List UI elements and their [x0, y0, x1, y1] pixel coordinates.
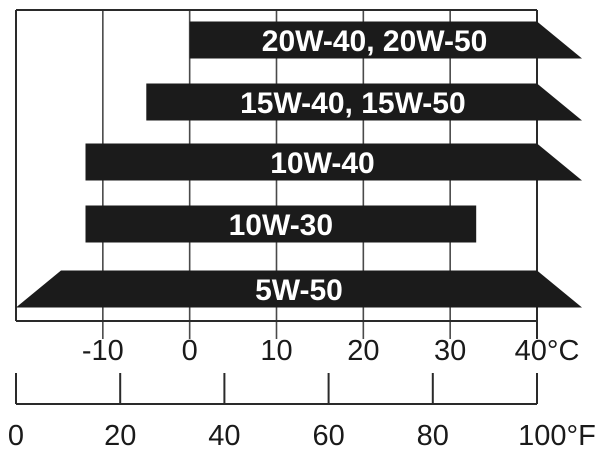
- viscosity-bar: [16, 270, 582, 308]
- fahrenheit-tick-label: 20: [104, 420, 136, 451]
- fahrenheit-tick-label: 100°F: [518, 420, 596, 451]
- viscosity-bar: [85, 205, 477, 243]
- bar-label: 15W-40, 15W-50: [240, 87, 466, 120]
- viscosity-bar: [146, 83, 583, 121]
- bar-labels: 20W-40, 20W-50 15W-40, 15W-50 10W-40 10W-30…: [229, 25, 488, 307]
- celsius-tick-label: 40°C: [515, 335, 580, 367]
- bars-group: [16, 21, 583, 308]
- viscosity-bar: [85, 143, 582, 181]
- celsius-tick-label: 10: [260, 335, 292, 367]
- bar-label: 5W-50: [255, 274, 343, 307]
- celsius-axis: -10 0 10 20 30 40°C: [82, 335, 580, 367]
- fahrenheit-tick-label: 60: [312, 420, 344, 451]
- viscosity-bar: [189, 21, 582, 59]
- bar-label: 10W-30: [229, 209, 333, 242]
- bar-label: 10W-40: [270, 147, 374, 180]
- celsius-tick-label: 30: [434, 335, 466, 367]
- fahrenheit-tick-label: 0: [8, 420, 24, 451]
- fahrenheit-axis: 0 20 40 60 80 100°F: [8, 373, 596, 451]
- fahrenheit-tick-label: 40: [208, 420, 240, 451]
- fahrenheit-tick-label: 80: [417, 420, 449, 451]
- celsius-tick-label: 20: [347, 335, 379, 367]
- celsius-tick-label: -10: [82, 335, 124, 367]
- celsius-tick-label: 0: [182, 335, 198, 367]
- bar-label: 20W-40, 20W-50: [262, 25, 488, 58]
